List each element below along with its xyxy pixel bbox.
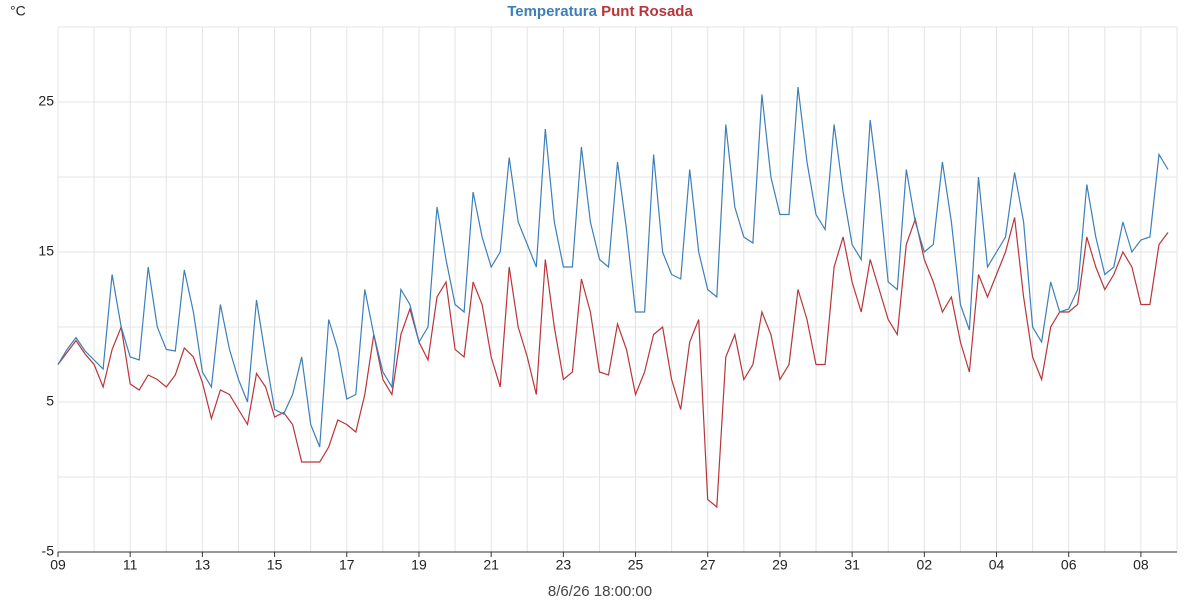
x-tick-label: 27 <box>700 557 716 573</box>
x-tick-label: 29 <box>772 557 788 573</box>
series-line <box>57 216 1169 509</box>
x-tick-label: 09 <box>50 557 66 573</box>
x-tick-label: 04 <box>989 557 1005 573</box>
x-tick-label: 25 <box>628 557 644 573</box>
x-tick-label: 08 <box>1133 557 1149 573</box>
x-tick-label: 21 <box>483 557 499 573</box>
y-tick-label: 25 <box>38 93 54 109</box>
x-tick-label: 19 <box>411 557 427 573</box>
x-tick-label: 13 <box>195 557 211 573</box>
y-tick-label: 15 <box>38 243 54 259</box>
x-tick-label: 31 <box>844 557 860 573</box>
y-tick-label: 5 <box>46 393 54 409</box>
y-tick-label: -5 <box>42 543 55 559</box>
x-tick-label: 23 <box>556 557 572 573</box>
y-axis-label: °C <box>10 3 26 19</box>
x-axis-label: 8/6/26 18:00:00 <box>548 583 652 600</box>
x-tick-label: 06 <box>1061 557 1077 573</box>
x-tick-label: 02 <box>917 557 933 573</box>
series-line <box>57 86 1169 448</box>
chart-title: Temperatura Punt Rosada <box>507 3 693 20</box>
legend-entry: Punt Rosada <box>601 3 693 20</box>
x-tick-label: 11 <box>123 557 138 573</box>
x-tick-label: 17 <box>339 557 355 573</box>
legend-entry: Temperatura <box>507 3 597 20</box>
x-tick-label: 15 <box>267 557 283 573</box>
